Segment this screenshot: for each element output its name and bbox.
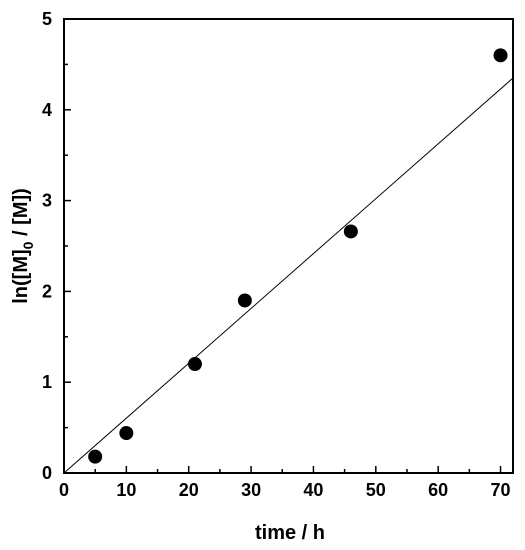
x-tick-label: 20 [179,480,199,500]
x-tick-label: 30 [241,480,261,500]
x-axis-title: time / h [255,522,325,544]
x-tick-label: 10 [116,480,136,500]
data-point [88,449,103,464]
x-tick-label: 70 [491,480,511,500]
y-tick-label: 2 [42,281,52,301]
data-point [187,357,202,372]
y-tick-label: 5 [42,9,52,29]
x-tick-label: 50 [366,480,386,500]
x-tick-label: 60 [428,480,448,500]
y-tick-label: 3 [42,191,52,211]
data-point [119,426,134,441]
fit-line [63,77,514,474]
data-point [493,48,508,63]
y-axis-title: ln([M]0 / [M]) [10,188,36,304]
y-tick-label: 0 [42,463,52,483]
x-tick-label: 40 [303,480,323,500]
x-tick-label: 0 [59,480,69,500]
data-points [88,48,508,464]
ticks: 0 10 20 30 40 50 60 70 0 1 2 3 4 5 [42,9,511,500]
y-tick-label: 1 [42,372,52,392]
plot-frame [63,18,514,474]
data-point [343,224,358,239]
data-point [237,293,252,308]
y-axis-title-subscript: 0 [20,241,36,249]
y-tick-label: 4 [42,100,52,120]
